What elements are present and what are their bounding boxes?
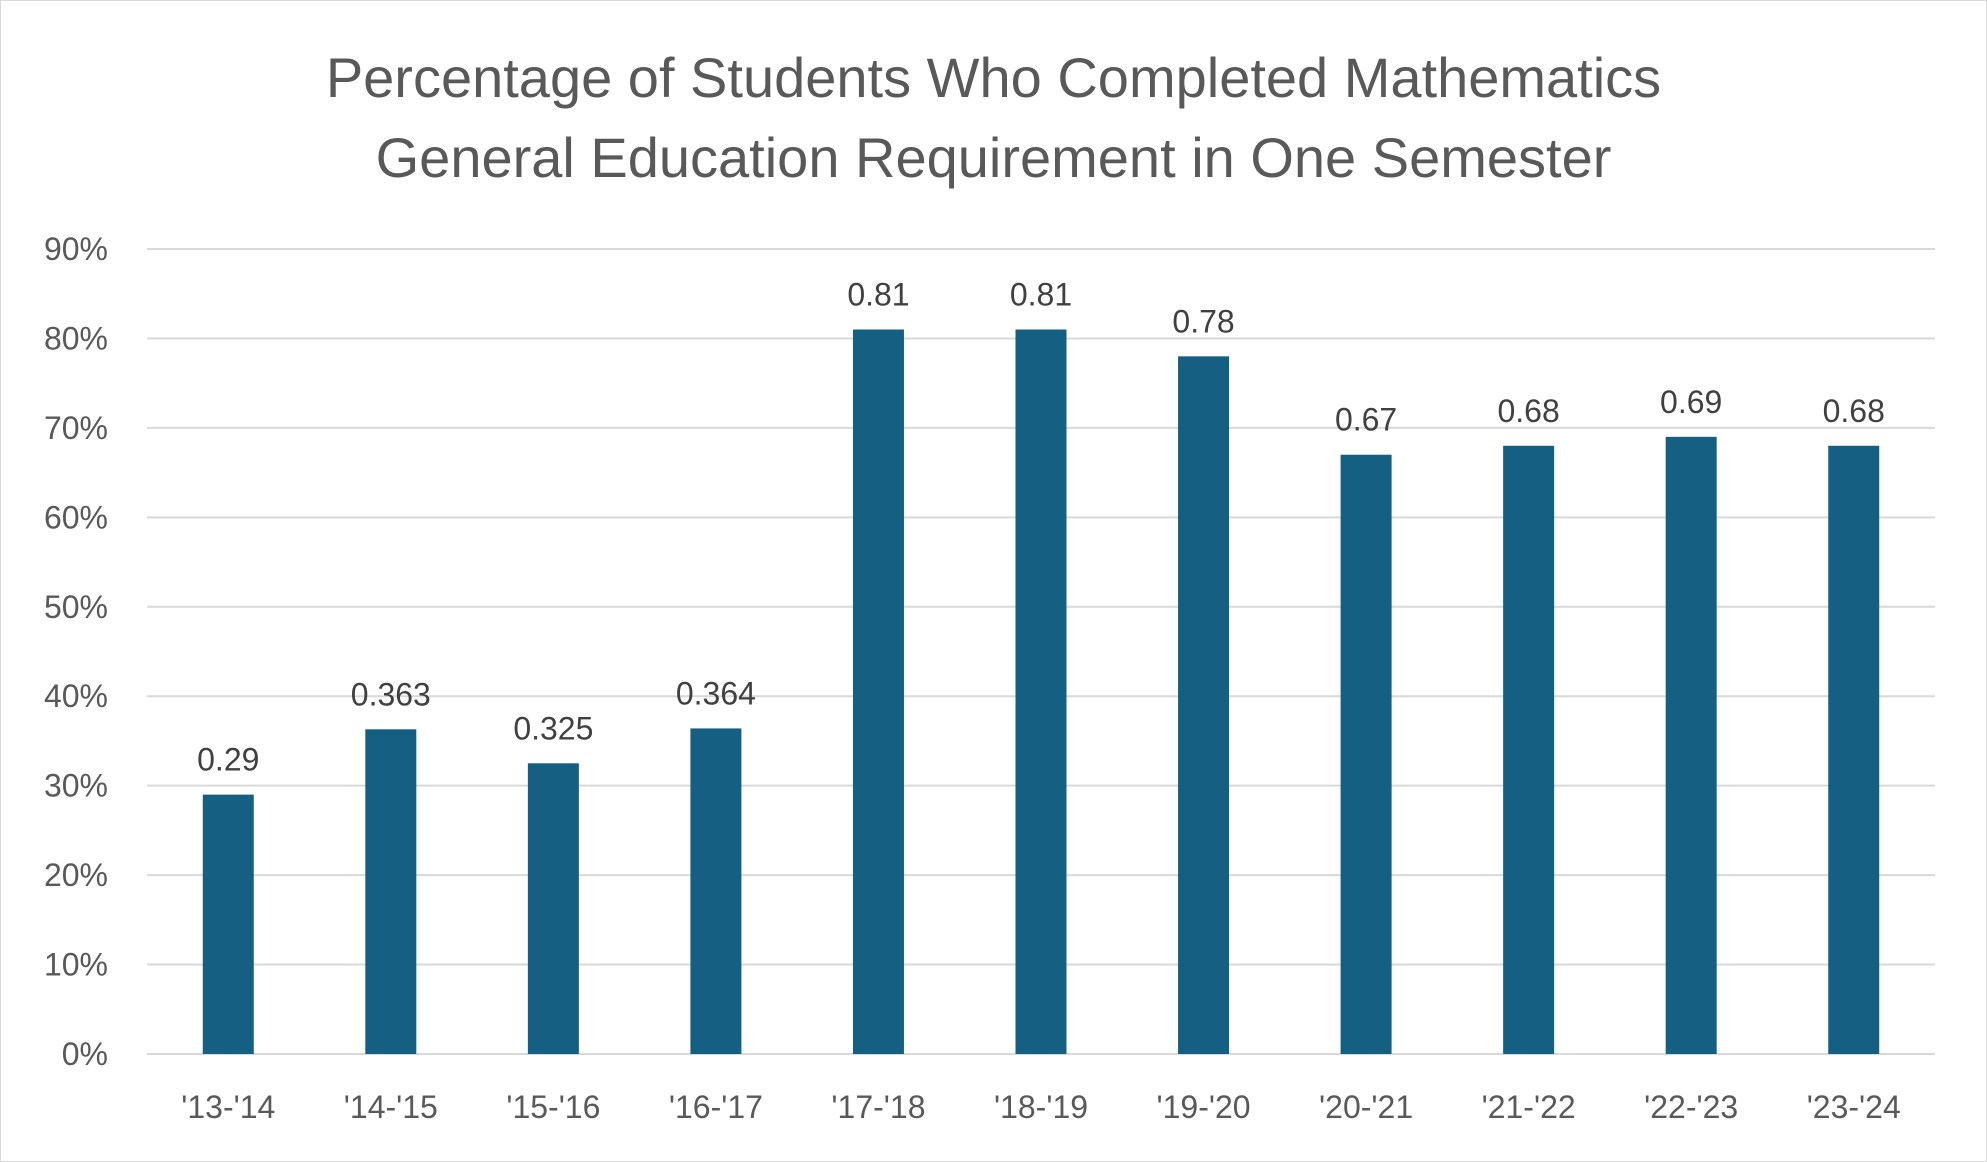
y-tick-label: 30% bbox=[44, 768, 108, 804]
y-tick-label: 50% bbox=[44, 589, 108, 625]
data-label: 0.69 bbox=[1660, 384, 1722, 420]
bar bbox=[527, 763, 579, 1054]
y-tick-label: 40% bbox=[44, 678, 108, 714]
bar bbox=[1503, 445, 1555, 1054]
data-label: 0.68 bbox=[1823, 393, 1885, 429]
y-tick-label: 80% bbox=[44, 320, 108, 356]
bar bbox=[1828, 445, 1880, 1054]
bar bbox=[1340, 454, 1392, 1054]
bar bbox=[1015, 329, 1067, 1054]
bar bbox=[690, 728, 742, 1054]
data-label: 0.67 bbox=[1335, 402, 1397, 438]
data-label: 0.81 bbox=[1010, 277, 1072, 313]
x-tick-label: '18-'19 bbox=[994, 1089, 1088, 1125]
data-labels: 0.29 0.363 0.325 0.364 0.81 0.81 0.78 0.67 0.68 0… bbox=[197, 277, 1885, 778]
x-tick-label: '22-'23 bbox=[1644, 1089, 1738, 1125]
bar bbox=[852, 329, 904, 1054]
bar bbox=[1178, 356, 1230, 1054]
bar bbox=[365, 729, 417, 1054]
chart-title-line-1: Percentage of Students Who Completed Mat… bbox=[325, 46, 1662, 109]
bar bbox=[202, 794, 254, 1054]
x-tick-label: '21-'22 bbox=[1482, 1089, 1576, 1125]
data-label: 0.78 bbox=[1172, 303, 1234, 339]
y-tick-label: 90% bbox=[44, 231, 108, 267]
x-tick-label: '17-'18 bbox=[831, 1089, 925, 1125]
y-tick-label: 0% bbox=[62, 1036, 108, 1072]
x-tick-label: '20-'21 bbox=[1319, 1089, 1413, 1125]
data-label: 0.81 bbox=[847, 277, 909, 313]
data-label: 0.68 bbox=[1497, 393, 1559, 429]
bars bbox=[202, 329, 1880, 1054]
x-tick-label: '23-'24 bbox=[1807, 1089, 1901, 1125]
x-tick-label: '13-'14 bbox=[181, 1089, 275, 1125]
x-tick-label: '15-'16 bbox=[506, 1089, 600, 1125]
data-label: 0.29 bbox=[197, 742, 259, 778]
y-axis: 0% 10% 20% 30% 40% 50% 60% 70% 80% 90% bbox=[44, 231, 108, 1072]
chart-title: Percentage of Students Who Completed Mat… bbox=[0, 38, 1987, 198]
x-axis: '13-'14 '14-'15 '15-'16 '16-'17 '17-'18 '18-'… bbox=[181, 1089, 1901, 1125]
y-tick-label: 20% bbox=[44, 857, 108, 893]
y-tick-label: 60% bbox=[44, 499, 108, 535]
chart-title-line-2: General Education Requirement in One Sem… bbox=[375, 126, 1612, 189]
x-tick-label: '16-'17 bbox=[669, 1089, 763, 1125]
data-label: 0.364 bbox=[676, 675, 756, 711]
y-tick-label: 70% bbox=[44, 410, 108, 446]
data-label: 0.325 bbox=[513, 710, 593, 746]
bar bbox=[1665, 436, 1717, 1054]
x-tick-label: '14-'15 bbox=[344, 1089, 438, 1125]
y-tick-label: 10% bbox=[44, 947, 108, 983]
data-label: 0.363 bbox=[351, 676, 431, 712]
x-tick-label: '19-'20 bbox=[1157, 1089, 1251, 1125]
